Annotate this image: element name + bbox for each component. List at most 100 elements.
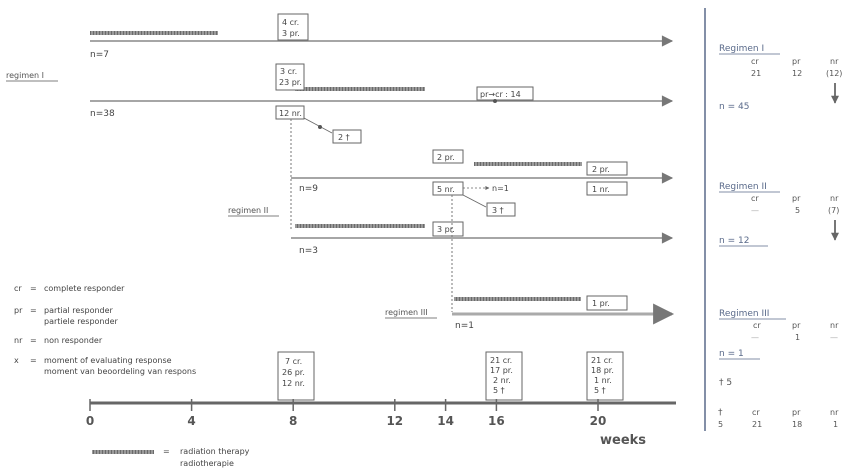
axis-tick-label: 20 (590, 414, 607, 428)
end-nonresponder-box (586, 181, 628, 196)
legend-eq: = (30, 336, 37, 345)
col-head: cr (753, 321, 761, 330)
box-line: 1 pr. (592, 299, 610, 308)
pr-to-cr-box (476, 86, 534, 101)
box-line: pr→cr : 14 (480, 90, 521, 99)
legend-abbr-x: x (14, 356, 19, 365)
eval-box-week20 (586, 351, 624, 401)
box-line: 2 † (338, 133, 350, 142)
col-value: (12) (826, 69, 842, 78)
box-line: 1 nr. (594, 376, 612, 385)
col-head: cr (751, 194, 759, 203)
eval-box-week16 (485, 351, 523, 401)
box-line: 12 nr. (282, 379, 305, 388)
regimen-1-arm: regimen I n=38 3 cr. 23 pr. 12 nr. 2 † p… (6, 63, 674, 144)
axis-tick-label: 14 (437, 414, 454, 428)
total-head: † (718, 408, 723, 418)
box-line: 3 cr. (280, 67, 297, 76)
col-head: nr (830, 57, 839, 66)
arm-n-label: n=38 (90, 109, 115, 119)
legend-def-cr: complete responder (44, 284, 125, 293)
legend: cr = complete responder pr = partial res… (14, 284, 250, 468)
eval-box-week8 (277, 351, 315, 401)
total-value: 5 (718, 420, 723, 429)
response-box (277, 13, 309, 41)
box-line: 2 pr. (437, 153, 455, 162)
n1-label: n=1 (492, 184, 509, 193)
arm-n-label: n=3 (299, 246, 318, 256)
col-head: cr (751, 57, 759, 66)
legend-abbr-cr: cr (14, 284, 22, 293)
response-box (275, 63, 305, 91)
summary-r1-title: Regimen I (719, 44, 764, 54)
legend-radiation-en: radiation therapy (180, 447, 250, 456)
col-head: pr (792, 57, 801, 66)
summary-r2-n: n = 12 (719, 236, 749, 246)
arm-n-label: n=9 (299, 184, 318, 194)
death-box (332, 129, 362, 144)
evaluation-point (493, 99, 497, 103)
box-line: 21 cr. (591, 356, 613, 365)
total-head: nr (830, 408, 839, 417)
col-value: 5 (795, 206, 800, 215)
box-line: 18 pr. (591, 366, 614, 375)
col-head: nr (830, 321, 839, 330)
end-response-box (586, 161, 628, 176)
evaluation-boxes: 7 cr. 26 pr. 12 nr. 21 cr. 17 pr. 2 nr. … (277, 351, 624, 401)
radiation-bar (454, 297, 581, 301)
total-value: 21 (752, 420, 762, 429)
box-line: 3 pr. (437, 225, 455, 234)
box-line: 21 cr. (490, 356, 512, 365)
regimen-3-arm: regimen III n=1 1 pr. (385, 295, 675, 331)
death-pointer (462, 194, 487, 208)
box-line: 2 pr. (592, 165, 610, 174)
regimen-2-arm: regimen II n=9 2 pr. 5 nr. n=1 3 † 2 pr.… (228, 149, 674, 256)
legend-eq: = (30, 356, 37, 365)
summary-r3-title: Regimen III (719, 309, 769, 319)
radiation-bar (90, 31, 218, 35)
box-line: 5 † (594, 386, 606, 395)
legend-eq: = (30, 306, 37, 315)
top-arm: n=7 4 cr. 3 pr. (90, 13, 674, 60)
total-head: pr (792, 408, 801, 417)
axis-tick-label: 12 (386, 414, 403, 428)
summary-r1-n: n = 45 (719, 102, 749, 112)
death-box (486, 202, 516, 217)
box-line: 1 nr. (592, 185, 610, 194)
summary-panel: Regimen I cr pr nr 21 12 (12) n = 45 Reg… (718, 44, 842, 429)
death-pointer (303, 117, 333, 134)
col-head: pr (792, 321, 801, 330)
response-box (432, 149, 464, 164)
axis-tick-label: 8 (289, 414, 297, 428)
legend-abbr-pr: pr (14, 306, 23, 315)
regimen-1-label: regimen I (6, 71, 44, 80)
box-line: 3 pr. (282, 29, 300, 38)
col-head: nr (830, 194, 839, 203)
legend-radiation-nl: radiotherapie (180, 459, 234, 468)
regimen-2-label: regimen II (228, 206, 268, 215)
col-value: (7) (828, 206, 839, 215)
box-line: 23 pr. (279, 78, 302, 87)
arm-n-label: n=1 (455, 321, 474, 331)
radiation-bar (295, 224, 425, 228)
legend-def-pr-nl: partiele responder (44, 317, 118, 326)
col-value: 21 (751, 69, 761, 78)
radiation-bar (295, 87, 425, 91)
total-head: cr (752, 408, 760, 417)
radiation-bar (474, 162, 582, 166)
end-response-box (586, 295, 628, 311)
total-value: 1 (833, 420, 838, 429)
box-line: 2 nr. (493, 376, 511, 385)
box-line: 3 † (492, 206, 504, 215)
col-value: — (830, 333, 838, 342)
col-head: pr (792, 194, 801, 203)
legend-def-x-nl: moment van beoordeling van respons (44, 367, 196, 376)
nonresponder-box (275, 105, 305, 120)
total-value: 18 (792, 420, 802, 429)
axis-ticks: 0 4 8 12 14 16 20 (86, 399, 607, 428)
axis-tick-label: 16 (488, 414, 505, 428)
col-value: — (751, 333, 759, 342)
box-line: 5 nr. (437, 185, 455, 194)
legend-eq: = (30, 284, 37, 293)
